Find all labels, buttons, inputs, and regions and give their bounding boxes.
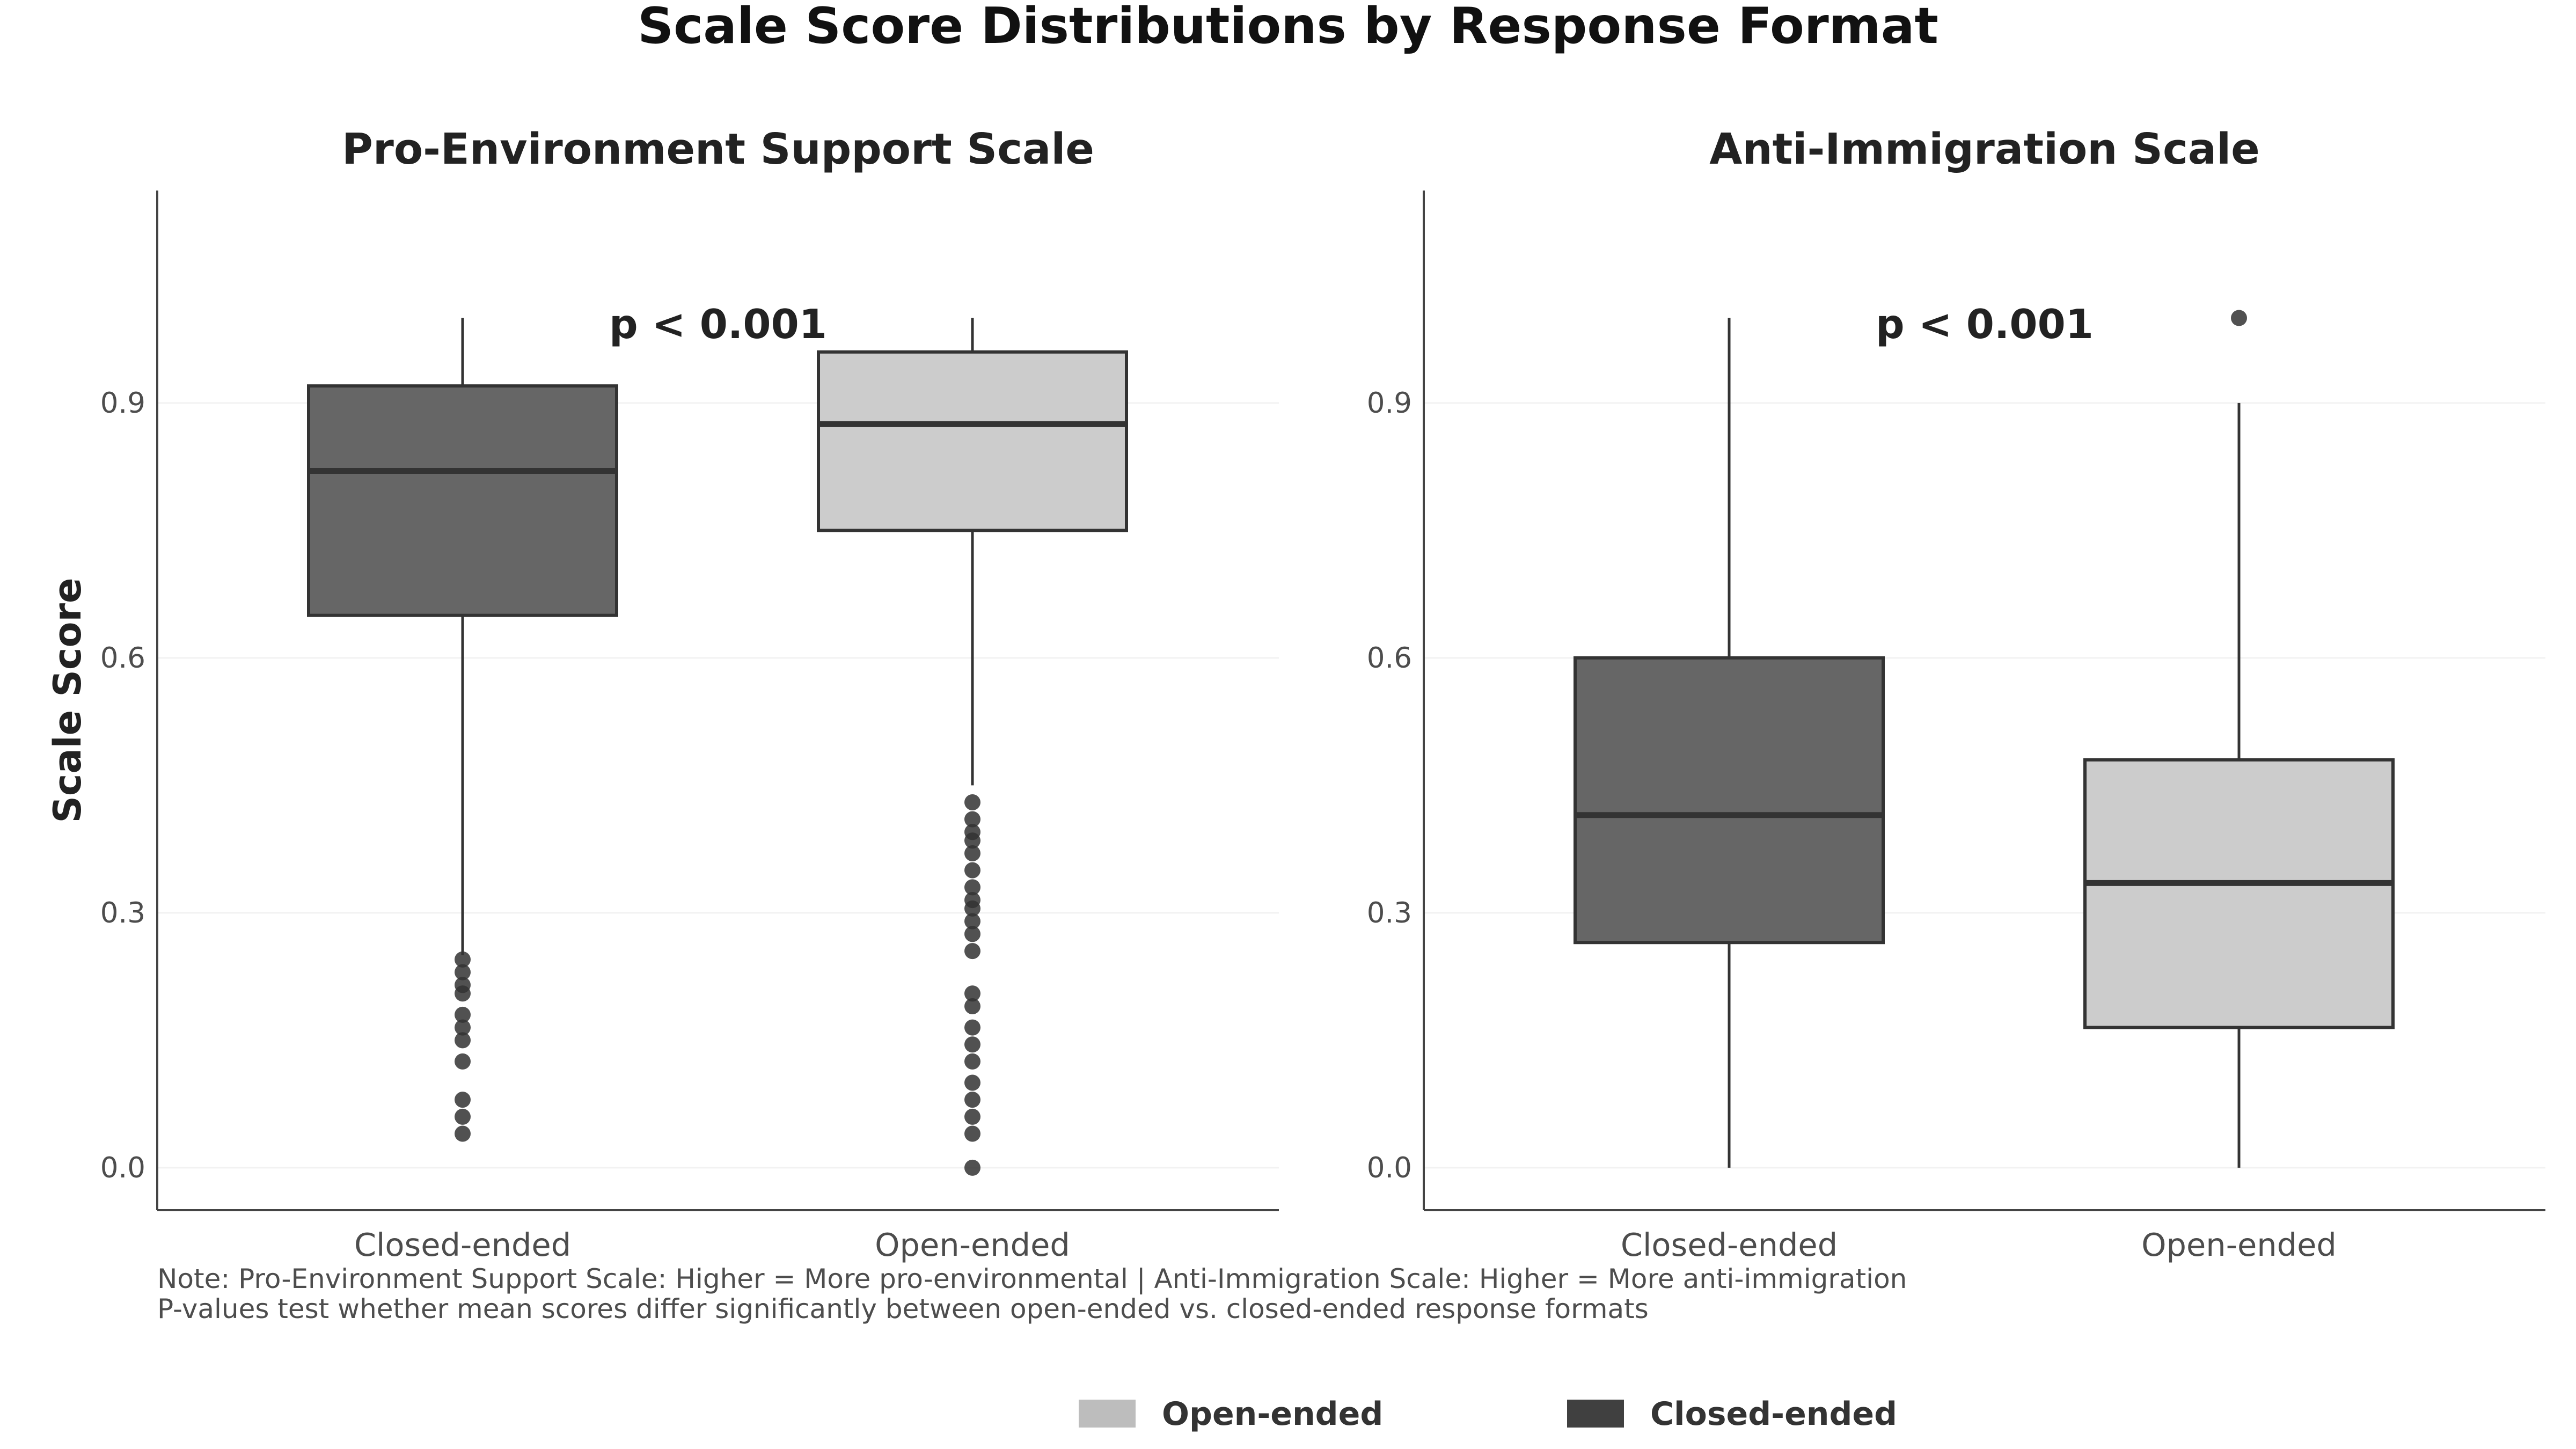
outlier-point	[2231, 310, 2247, 326]
outlier-point	[964, 1074, 980, 1091]
outlier-point	[455, 964, 471, 980]
x-tick-label: Closed-ended	[354, 1226, 571, 1263]
outlier-point	[964, 824, 980, 840]
y-tick-label: 0.3	[1367, 897, 1412, 930]
chart-title: Scale Score Distributions by Response Fo…	[638, 0, 1938, 55]
outlier-point	[964, 794, 980, 810]
outlier-point	[455, 977, 471, 993]
legend-swatch-open-ended	[1079, 1400, 1136, 1428]
outlier-point	[455, 951, 471, 968]
outlier-point	[964, 1125, 980, 1142]
outlier-point	[964, 998, 980, 1014]
y-tick-label: 0.0	[100, 1152, 145, 1184]
box-open-ended	[817, 350, 1128, 532]
outlier-point	[964, 943, 980, 960]
outlier-point	[964, 1036, 980, 1053]
outlier-point	[964, 845, 980, 861]
box-closed-ended	[307, 384, 618, 617]
box-open-ended	[2083, 758, 2395, 1029]
y-tick-label: 0.3	[100, 897, 145, 930]
outlier-point	[964, 1019, 980, 1036]
note-line-2: P-values test whether mean scores differ…	[157, 1293, 1649, 1324]
outlier-point	[455, 1092, 471, 1108]
panel-pro-environment: Pro-Environment Support Scale 0.0 0.3 0.6 0.…	[100, 125, 1279, 1263]
outlier-point	[964, 1159, 980, 1176]
box-closed-ended	[1574, 656, 1885, 945]
y-tick-label: 0.9	[1367, 387, 1412, 420]
outlier-point	[455, 1019, 471, 1036]
outlier-point	[964, 1092, 980, 1108]
y-tick-label: 0.6	[1367, 642, 1412, 675]
legend-swatch-closed-ended	[1567, 1400, 1624, 1428]
panel-anti-immigration: Anti-Immigration Scale 0.0 0.3 0.6 0.9 Closed…	[1367, 125, 2545, 1263]
x-tick-label: Closed-ended	[1621, 1226, 1838, 1263]
outlier-point	[455, 1032, 471, 1049]
outlier-point	[455, 1125, 471, 1142]
y-axis-label: Scale Score	[46, 578, 90, 823]
p-value-annotation: p < 0.001	[1876, 301, 2094, 348]
panel-title: Pro-Environment Support Scale	[342, 125, 1094, 174]
outlier-point	[455, 1006, 471, 1023]
legend-label-closed-ended: Closed-ended	[1650, 1395, 1897, 1433]
y-tick-label: 0.0	[1367, 1152, 1412, 1184]
x-tick-label: Open-ended	[875, 1226, 1070, 1263]
p-value-annotation: p < 0.001	[609, 301, 827, 348]
x-tick-label: Open-ended	[2141, 1226, 2337, 1263]
panel-title: Anti-Immigration Scale	[1709, 125, 2260, 174]
outlier-point	[964, 862, 980, 879]
outlier-point	[455, 1053, 471, 1070]
legend-label-open-ended: Open-ended	[1162, 1395, 1383, 1433]
y-tick-label: 0.6	[100, 642, 145, 675]
outlier-point	[964, 811, 980, 828]
note-line-1: Note: Pro-Environment Support Scale: Hig…	[157, 1263, 1907, 1294]
outlier-point	[964, 892, 980, 909]
outlier-point	[964, 913, 980, 930]
legend: Open-ended Closed-ended	[1079, 1395, 1897, 1433]
outlier-point	[964, 1053, 980, 1070]
outlier-point	[455, 1108, 471, 1125]
outlier-point	[964, 985, 980, 1002]
outlier-point	[964, 926, 980, 942]
outlier-point	[964, 1108, 980, 1125]
outlier-point	[964, 879, 980, 896]
y-tick-label: 0.9	[100, 387, 145, 420]
